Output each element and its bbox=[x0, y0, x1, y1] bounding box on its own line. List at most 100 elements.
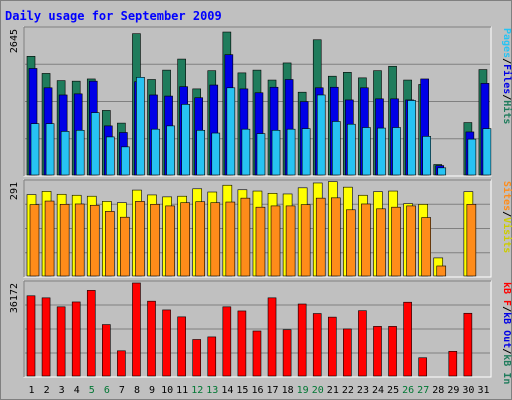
legend-entry-visits-1: / bbox=[501, 211, 512, 217]
bar-requests-pages-day-27 bbox=[422, 136, 431, 176]
legend-entry-requests-1: / bbox=[501, 58, 512, 64]
bar-kbytes-kb-f-day-8 bbox=[132, 282, 141, 377]
x-label-day-27: 27 bbox=[417, 385, 429, 396]
x-label-day-1: 1 bbox=[29, 385, 35, 396]
x-label-day-10: 10 bbox=[161, 385, 173, 396]
bar-kbytes-kb-f-day-12 bbox=[192, 339, 202, 377]
x-label-day-15: 15 bbox=[236, 385, 248, 396]
bar-requests-pages-day-16 bbox=[256, 133, 266, 176]
x-label-day-11: 11 bbox=[176, 385, 188, 396]
x-label-day-26: 26 bbox=[402, 385, 414, 396]
bar-visits-sites-day-26 bbox=[406, 205, 416, 277]
bar-kbytes-kb-f-day-20 bbox=[312, 313, 322, 377]
bar-kbytes-kb-f-day-15 bbox=[237, 310, 247, 377]
bar-kbytes-kb-f-day-18 bbox=[282, 329, 292, 377]
bar-requests-pages-day-1 bbox=[30, 123, 40, 176]
panel-kbytes: 36172 kB F/kB Out/kB In bbox=[9, 280, 512, 384]
bar-requests-pages-day-24 bbox=[377, 127, 386, 176]
bar-visits-sites-day-22 bbox=[346, 209, 356, 277]
panel-visits: 291 Sites/Visits bbox=[9, 179, 512, 278]
x-label-day-7: 7 bbox=[119, 385, 125, 396]
bar-kbytes-kb-f-day-19 bbox=[297, 303, 307, 377]
bar-kbytes-kb-f-day-6 bbox=[102, 324, 111, 377]
x-label-day-12: 12 bbox=[191, 385, 203, 396]
legend-entry-requests-4: Hits bbox=[501, 100, 512, 124]
x-label-day-5: 5 bbox=[89, 385, 95, 396]
bar-requests-pages-day-5 bbox=[90, 112, 100, 176]
bar-visits-sites-day-4 bbox=[74, 203, 85, 277]
bar-kbytes-kb-f-day-11 bbox=[177, 316, 186, 377]
bar-visits-sites-day-11 bbox=[180, 202, 190, 277]
x-label-day-25: 25 bbox=[387, 385, 399, 396]
x-label-day-16: 16 bbox=[251, 385, 263, 396]
bar-visits-sites-day-2 bbox=[44, 200, 55, 277]
bar-kbytes-kb-f-day-16 bbox=[252, 330, 262, 377]
legend-entry-kbytes-2: kB Out bbox=[501, 312, 512, 348]
x-label-day-29: 29 bbox=[447, 385, 459, 396]
bar-visits-sites-day-9 bbox=[150, 203, 160, 277]
bar-requests-pages-day-19 bbox=[301, 128, 311, 176]
bar-visits-sites-day-20 bbox=[315, 197, 326, 277]
bar-visits-sites-day-25 bbox=[391, 206, 401, 277]
bar-visits-sites-day-1 bbox=[29, 204, 40, 277]
x-label-day-20: 20 bbox=[312, 385, 324, 396]
y-max-label-requests: 2645 bbox=[9, 29, 20, 53]
bar-requests-pages-day-17 bbox=[271, 129, 281, 176]
bar-requests-pages-day-31 bbox=[482, 128, 492, 176]
bar-kbytes-kb-f-day-5 bbox=[86, 290, 96, 377]
bar-kbytes-kb-f-day-10 bbox=[162, 309, 171, 377]
bar-kbytes-kb-f-day-30 bbox=[463, 312, 473, 377]
y-max-label-kbytes: 36172 bbox=[9, 283, 20, 313]
bar-visits-sites-day-28 bbox=[436, 265, 447, 277]
bar-requests-pages-day-9 bbox=[151, 128, 160, 176]
x-label-day-19: 19 bbox=[297, 385, 309, 396]
legend-entry-requests-3: / bbox=[501, 94, 512, 100]
bar-requests-pages-day-12 bbox=[196, 129, 206, 176]
bar-requests-pages-day-21 bbox=[331, 121, 341, 176]
bar-kbytes-kb-f-day-4 bbox=[71, 301, 81, 377]
x-label-day-22: 22 bbox=[342, 385, 354, 396]
bar-requests-pages-day-18 bbox=[286, 128, 296, 176]
bar-kbytes-kb-f-day-25 bbox=[388, 326, 397, 377]
bar-kbytes-kb-f-day-23 bbox=[358, 310, 367, 377]
bar-visits-sites-day-23 bbox=[361, 203, 371, 277]
legend-kbytes: kB F/kB Out/kB In bbox=[501, 282, 512, 384]
bar-visits-sites-day-14 bbox=[225, 201, 236, 277]
x-label-day-30: 30 bbox=[462, 385, 474, 396]
bar-visits-sites-day-30 bbox=[466, 203, 477, 277]
x-label-day-28: 28 bbox=[432, 385, 444, 396]
bar-visits-sites-day-24 bbox=[376, 208, 386, 277]
bar-kbytes-kb-f-day-13 bbox=[207, 336, 217, 377]
bar-visits-sites-day-7 bbox=[120, 216, 130, 277]
x-label-day-31: 31 bbox=[477, 385, 489, 396]
x-label-day-23: 23 bbox=[357, 385, 369, 396]
x-axis-labels: 1 2 3 4 5 6 7 8 9 10 11 12 13 14 15 16 17 18 19 20 21 22 23 24 2… bbox=[29, 385, 490, 396]
bar-kbytes-kb-f-day-7 bbox=[117, 350, 126, 377]
bar-kbytes-kb-f-day-2 bbox=[41, 297, 51, 377]
x-label-day-13: 13 bbox=[206, 385, 218, 396]
bar-requests-pages-day-10 bbox=[166, 125, 175, 176]
x-label-day-18: 18 bbox=[282, 385, 294, 396]
bar-kbytes-kb-f-day-17 bbox=[267, 297, 277, 377]
bar-requests-pages-day-20 bbox=[316, 94, 326, 176]
bar-requests-pages-day-13 bbox=[211, 132, 221, 176]
bar-visits-sites-day-21 bbox=[330, 197, 341, 277]
bar-requests-pages-day-11 bbox=[181, 104, 190, 176]
bar-kbytes-kb-f-day-3 bbox=[56, 306, 66, 377]
x-label-day-3: 3 bbox=[59, 385, 65, 396]
x-label-day-2: 2 bbox=[44, 385, 50, 396]
x-label-day-24: 24 bbox=[372, 385, 384, 396]
bar-requests-pages-day-14 bbox=[226, 87, 236, 176]
bar-kbytes-kb-f-day-22 bbox=[343, 328, 352, 377]
legend-entry-requests-0: Pages bbox=[501, 28, 512, 58]
bar-requests-pages-day-4 bbox=[75, 129, 85, 176]
bar-requests-pages-day-7 bbox=[121, 146, 130, 176]
bar-visits-sites-day-5 bbox=[89, 204, 100, 277]
x-label-day-6: 6 bbox=[104, 385, 110, 396]
x-label-day-8: 8 bbox=[134, 385, 140, 396]
x-label-day-14: 14 bbox=[221, 385, 233, 396]
x-label-day-4: 4 bbox=[74, 385, 80, 396]
x-label-day-17: 17 bbox=[267, 385, 279, 396]
